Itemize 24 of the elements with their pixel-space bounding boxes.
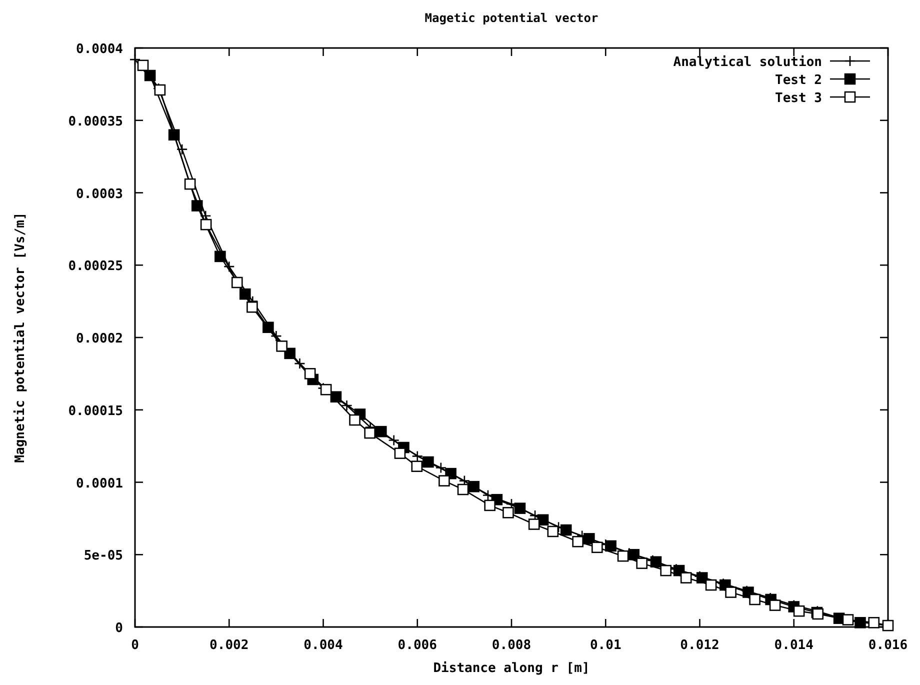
- x-axis-title: Distance along r [m]: [433, 661, 590, 676]
- x-tick-label: 0.01: [590, 638, 622, 653]
- x-tick-label: 0.004: [304, 638, 343, 653]
- y-tick-label: 0.0003: [76, 186, 123, 202]
- y-tick-label: 0.0004: [76, 42, 124, 57]
- y-tick-label: 0: [115, 621, 124, 636]
- chart-title: Magetic potential vector: [424, 11, 598, 25]
- y-tick-label: 0.00035: [68, 114, 123, 130]
- x-tick-label: 0.006: [398, 638, 438, 653]
- y-axis-title: Magnetic potential vector [Vs/m]: [13, 212, 28, 463]
- legend-label: Analytical solution: [673, 55, 822, 70]
- x-tick-label: 0.002: [210, 638, 249, 653]
- y-tick-label: 5e-05: [84, 548, 123, 564]
- x-tick-label: 0.008: [492, 638, 532, 653]
- legend-label: Test 3: [775, 91, 822, 106]
- y-tick-label: 0.00015: [68, 404, 123, 419]
- y-tick-label: 0.0001: [76, 476, 124, 492]
- x-tick-label: 0.016: [868, 638, 908, 653]
- y-tick-label: 0.00025: [68, 259, 123, 274]
- x-tick-label: 0: [131, 638, 140, 653]
- y-tick-label: 0.0002: [76, 332, 123, 346]
- x-tick-label: 0.012: [680, 638, 720, 653]
- legend-label: Test 2: [775, 73, 822, 88]
- x-tick-label: 0.014: [774, 638, 814, 653]
